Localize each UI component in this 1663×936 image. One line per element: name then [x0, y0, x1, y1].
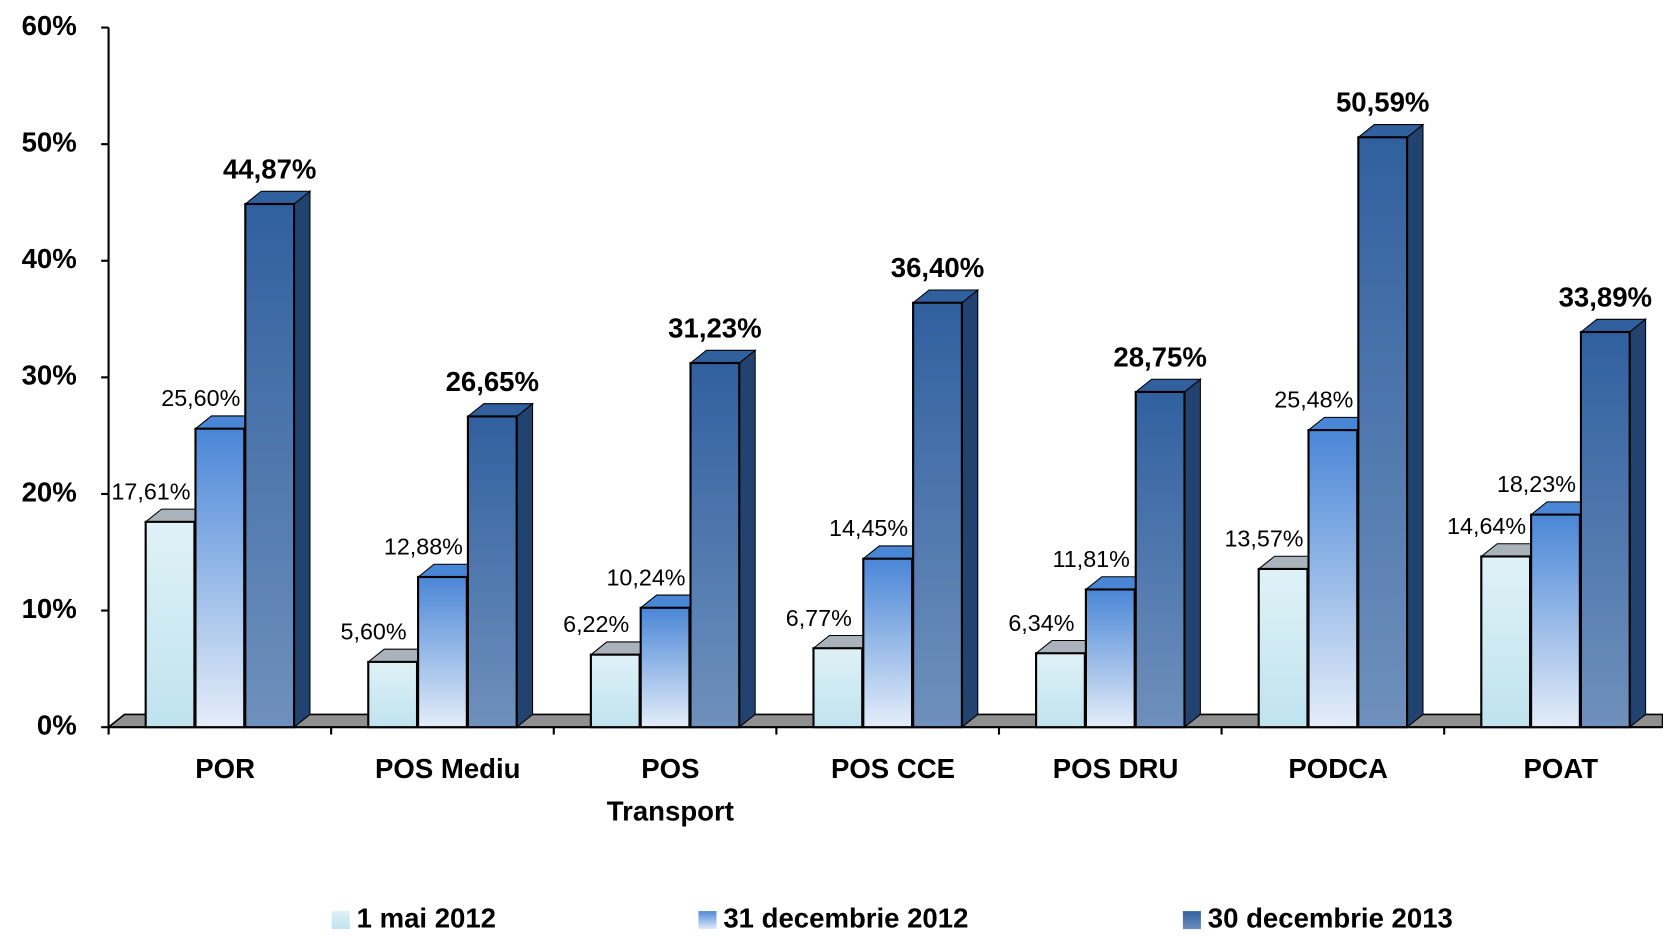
- x-tick-label-box: POS Transport: [606, 752, 734, 827]
- legend-label: 31 decembrie 2012: [723, 902, 968, 933]
- x-tick-label-box: PODCA: [1288, 752, 1388, 785]
- y-tick-label: 10%: [22, 593, 77, 624]
- bar-side-shade: [516, 403, 533, 728]
- bar-side-shade: [1629, 319, 1646, 728]
- legend-label: 1 mai 2012: [357, 902, 496, 933]
- bar: [1134, 390, 1186, 729]
- legend-swatch: [1181, 910, 1202, 931]
- data-label: 13,57%: [1224, 525, 1303, 551]
- data-label: 33,89%: [1559, 281, 1652, 312]
- y-tick-label: 0%: [37, 709, 77, 740]
- x-tick-label-box: POR: [195, 752, 256, 785]
- x-tick-label: POAT: [1523, 752, 1599, 785]
- data-label: 18,23%: [1497, 471, 1576, 497]
- legend-swatch: [697, 910, 718, 931]
- bar: [417, 575, 468, 729]
- bar: [812, 647, 864, 729]
- y-tick-label: 60%: [22, 10, 77, 41]
- bar: [689, 361, 741, 729]
- bar: [1084, 588, 1136, 729]
- y-tick-label: 40%: [22, 243, 77, 274]
- y-tick-label: 20%: [22, 476, 77, 507]
- data-label: 6,22%: [563, 611, 629, 637]
- legend-swatch: [330, 910, 351, 931]
- data-label: 5,60%: [341, 618, 407, 644]
- x-tick-label: POS CCE: [830, 752, 956, 785]
- data-label: 31,23%: [668, 312, 761, 343]
- y-tick-label: 30%: [22, 360, 77, 391]
- data-label: 25,60%: [161, 385, 240, 411]
- data-label: 36,40%: [891, 252, 984, 283]
- x-tick-label-box: POAT: [1523, 752, 1599, 785]
- bar: [912, 301, 963, 729]
- x-tick-label-box: POS CCE: [830, 752, 956, 785]
- data-label: 11,81%: [1053, 546, 1130, 572]
- bar: [1035, 652, 1086, 729]
- data-label: 17,61%: [111, 478, 190, 504]
- data-label: 10,24%: [606, 564, 685, 590]
- bar: [367, 660, 419, 729]
- bar: [244, 202, 296, 729]
- bar-side-shade: [739, 350, 756, 728]
- data-label: 12,88%: [384, 534, 463, 560]
- data-label: 14,45%: [829, 515, 908, 541]
- x-tick-label-box: POS DRU: [1052, 752, 1179, 785]
- data-label: 26,65%: [446, 366, 539, 397]
- data-label: 44,87%: [223, 153, 316, 184]
- x-tick-label-box: POS Mediu: [375, 752, 521, 785]
- y-tick-label: 50%: [22, 126, 77, 157]
- x-tick-label: PODCA: [1288, 752, 1388, 785]
- data-label: 28,75%: [1113, 341, 1206, 372]
- bar-side-shade: [1407, 124, 1423, 728]
- bar: [639, 606, 691, 729]
- data-label: 6,77%: [786, 605, 852, 631]
- data-label: 25,48%: [1274, 387, 1353, 413]
- bar: [466, 415, 518, 729]
- bar: [1257, 567, 1309, 729]
- x-tick-label: POR: [195, 752, 256, 785]
- bar: [1357, 136, 1409, 729]
- bar: [194, 427, 246, 729]
- bar: [1530, 513, 1581, 729]
- data-label: 6,34%: [1008, 610, 1074, 636]
- legend-label: 30 decembrie 2013: [1208, 902, 1453, 933]
- bar: [1579, 330, 1631, 729]
- bar-side-shade: [1184, 379, 1201, 728]
- x-tick-label: POS Mediu: [375, 752, 521, 785]
- data-label: 14,64%: [1447, 513, 1526, 539]
- bar: [144, 520, 196, 729]
- bar-side-shade: [294, 191, 310, 728]
- data-label: 50,59%: [1336, 87, 1429, 118]
- bar: [589, 653, 641, 729]
- bar: [1307, 429, 1359, 729]
- bar: [1480, 555, 1532, 729]
- bar-side-shade: [961, 290, 978, 728]
- x-tick-label: POS DRU: [1052, 752, 1179, 785]
- x-tick-label: POS Transport: [606, 752, 734, 827]
- bar: [862, 557, 914, 729]
